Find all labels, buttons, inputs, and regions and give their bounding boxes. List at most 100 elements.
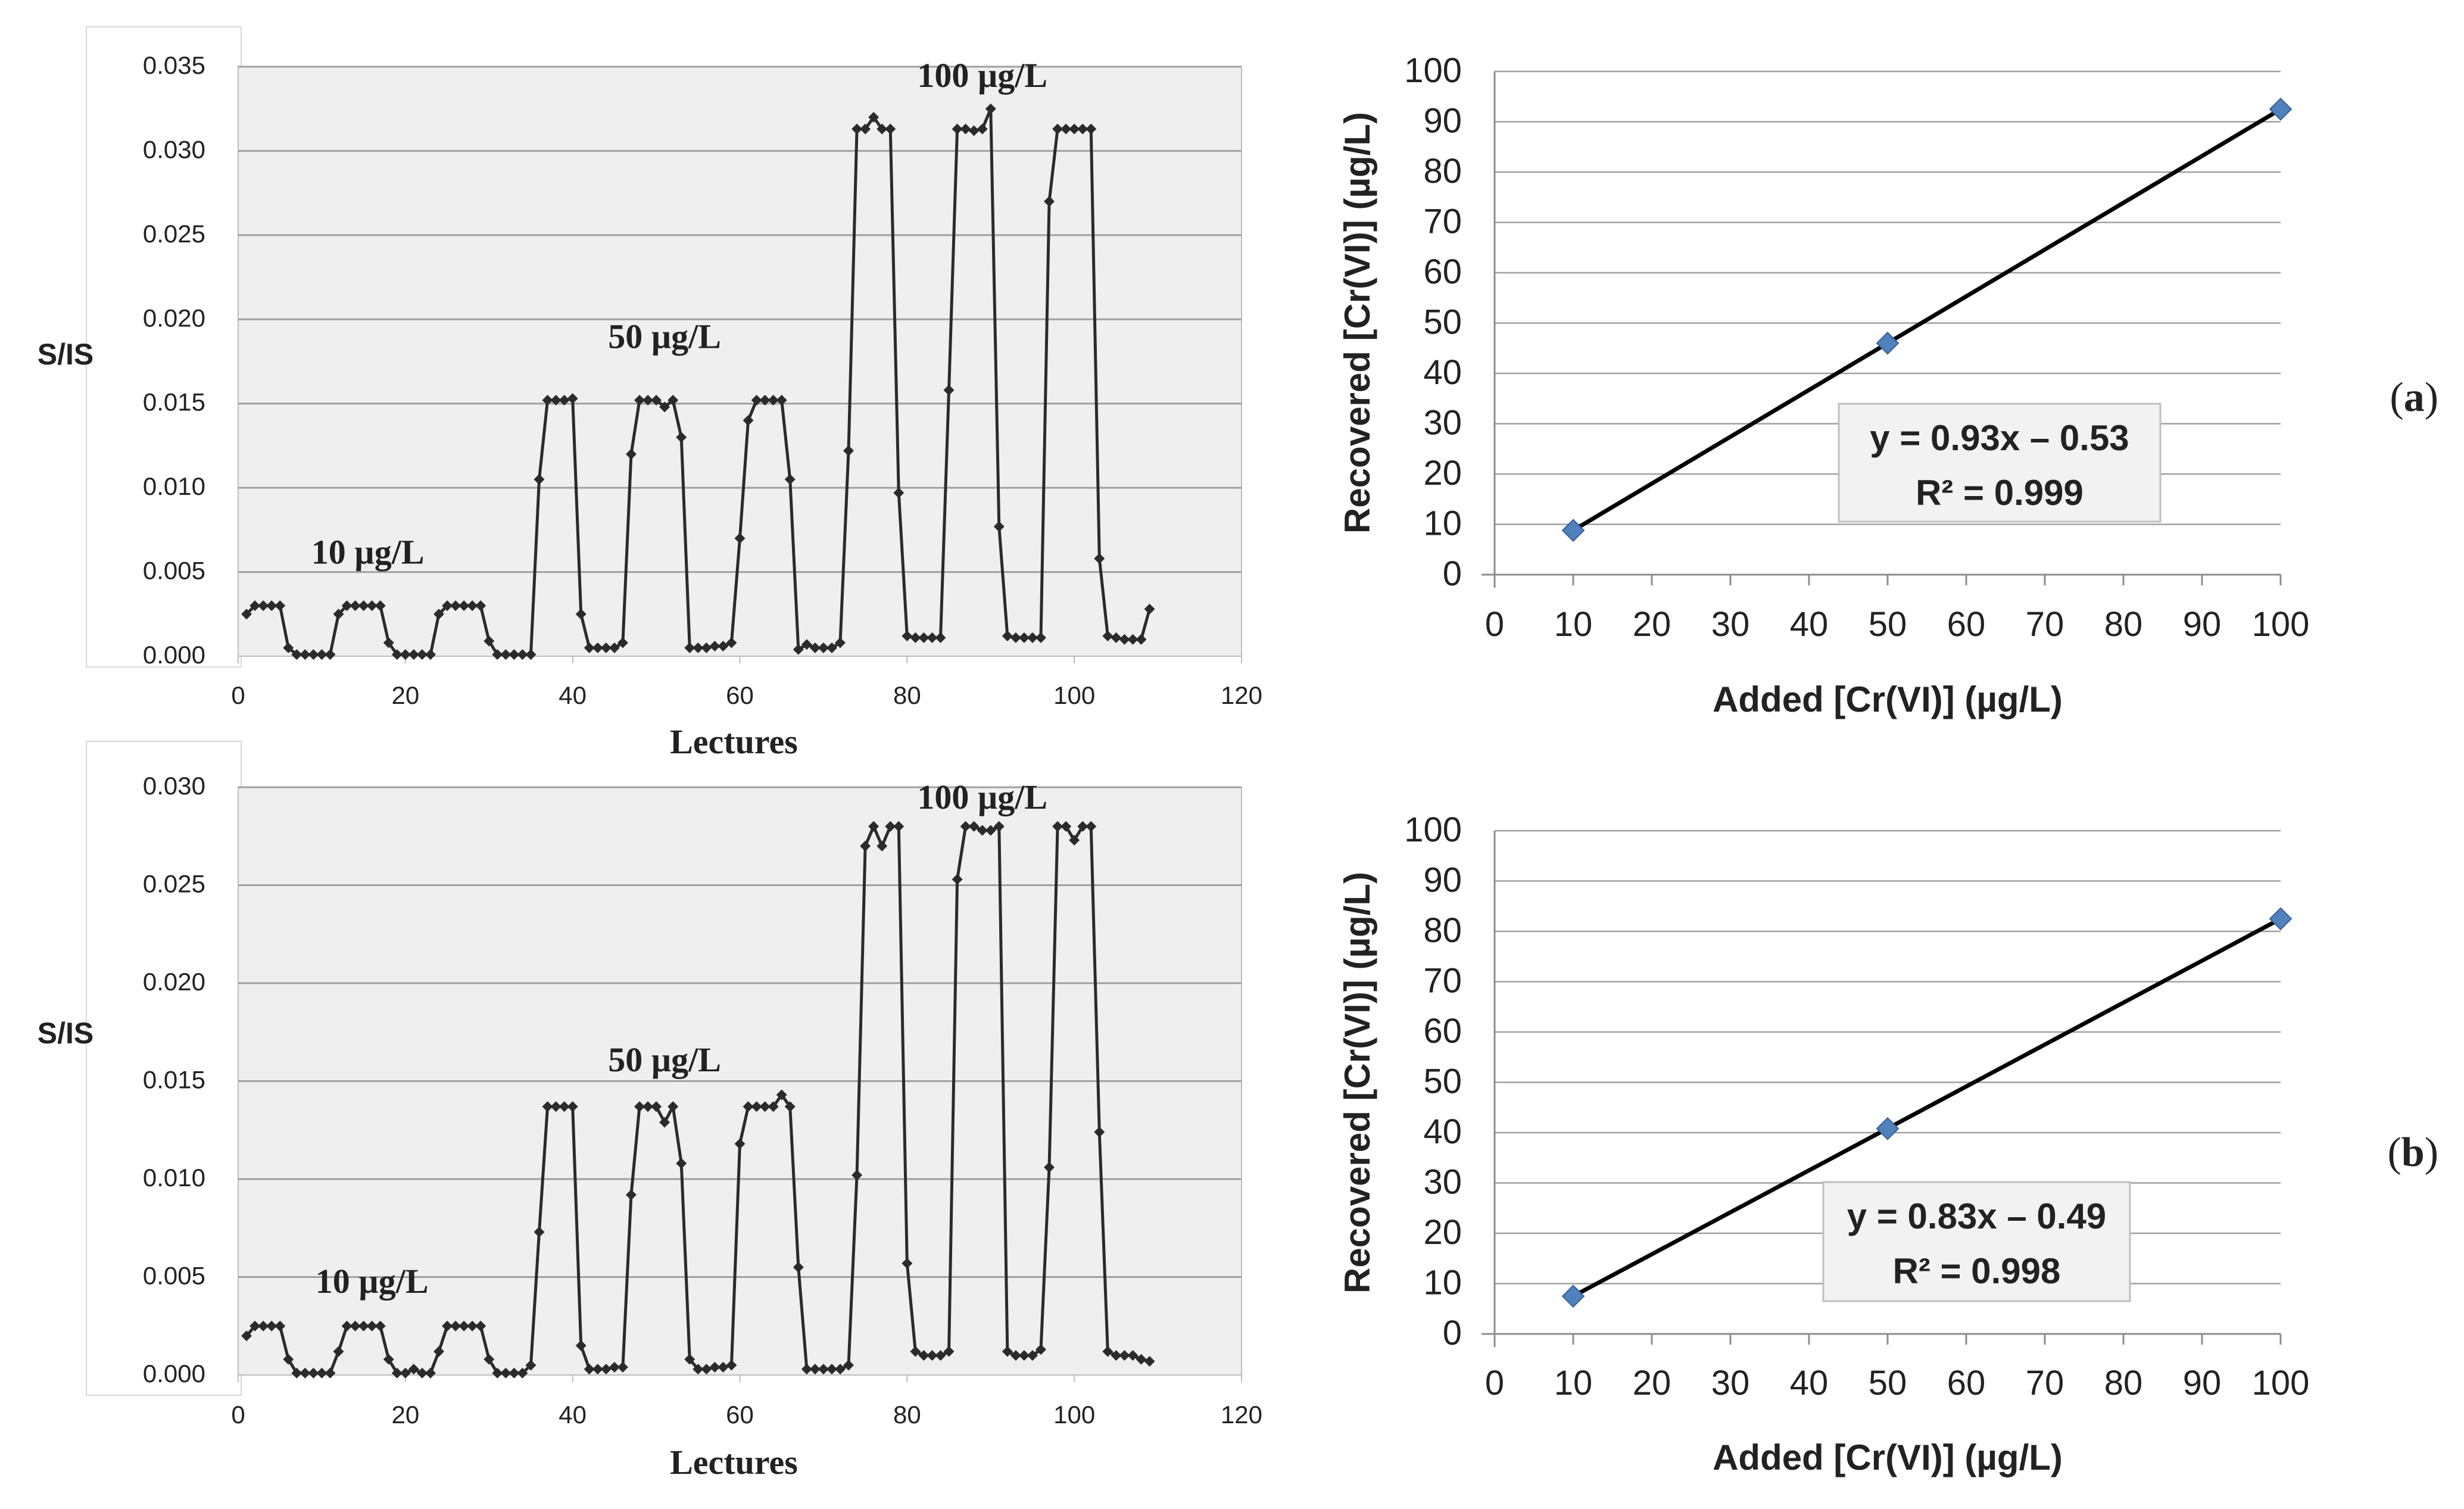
- y-tick-label: 100: [1404, 51, 1462, 90]
- data-point: [559, 395, 570, 406]
- data-point: [701, 1364, 712, 1375]
- data-point: [801, 1364, 812, 1375]
- data-point: [525, 649, 537, 660]
- data-point: [826, 1364, 837, 1375]
- data-point: [910, 1346, 921, 1357]
- data-point: [835, 637, 846, 649]
- data-point: [249, 1320, 261, 1332]
- y-tick-label: 0.020: [143, 304, 205, 332]
- y-tick-label: 80: [1423, 152, 1462, 191]
- data-point: [776, 395, 787, 406]
- y-tick-label: 10: [1423, 1264, 1462, 1302]
- annotation-label: 100 µg/L: [917, 56, 1047, 95]
- data-point: [751, 1101, 762, 1112]
- data-point: [575, 609, 587, 620]
- data-point: [475, 600, 486, 612]
- data-point: [843, 445, 854, 456]
- data-point: [943, 1346, 955, 1357]
- x-tick-label: 60: [726, 1401, 754, 1429]
- data-point: [1144, 1355, 1155, 1367]
- data-point: [542, 1101, 553, 1112]
- data-point: [467, 1320, 478, 1332]
- data-point: [275, 600, 286, 612]
- data-point: [918, 1350, 930, 1361]
- data-point: [726, 637, 737, 649]
- data-point: [1086, 123, 1097, 135]
- data-point: [768, 395, 779, 406]
- data-point: [668, 1101, 679, 1112]
- panel-label-close: ): [2425, 375, 2438, 420]
- data-point: [617, 1361, 628, 1373]
- data-point: [818, 1364, 829, 1375]
- data-point: [877, 123, 888, 135]
- data-point: [960, 821, 971, 832]
- data-point: [718, 1361, 729, 1373]
- data-point: [1061, 123, 1072, 135]
- data-point: [291, 1367, 302, 1379]
- y-tick-label: 70: [1423, 962, 1462, 1000]
- data-point: [584, 1364, 595, 1375]
- data-point: [366, 600, 378, 612]
- data-point: [985, 103, 996, 114]
- data-point: [1077, 123, 1088, 135]
- chart-a-left: 0.000 0.005 0.010 0.015 0.020 0.025 0.030 0.035…: [38, 26, 1262, 761]
- y-tick-label: 50: [1423, 303, 1462, 342]
- data-point: [634, 1101, 645, 1112]
- data-point: [550, 395, 562, 406]
- regression-equation: y = 0.93x – 0.53: [1870, 418, 2129, 458]
- data-point: [1876, 331, 1900, 355]
- y-tick-label: 0.005: [143, 1262, 205, 1290]
- data-point: [793, 644, 804, 655]
- x-tick-label: 10: [1554, 1364, 1593, 1402]
- data-point: [509, 1367, 520, 1379]
- x-tick-label: 0: [1485, 1364, 1504, 1402]
- y-tick-label: 90: [1423, 102, 1462, 141]
- x-tick-label: 40: [1790, 1364, 1829, 1402]
- data-point: [1561, 519, 1585, 543]
- x-tick-label: 0: [231, 681, 245, 709]
- data-point: [316, 649, 328, 660]
- y-tick-label: 40: [1423, 353, 1462, 392]
- x-tick-label: 60: [1947, 605, 1986, 644]
- data-point: [943, 385, 955, 396]
- data-point: [484, 635, 495, 647]
- data-point: [450, 1320, 461, 1332]
- data-point: [993, 821, 1005, 832]
- data-point: [341, 1320, 353, 1332]
- data-point: [709, 1361, 721, 1373]
- data-point: [860, 840, 871, 852]
- x-tick-label: 0: [1485, 605, 1504, 644]
- data-point: [952, 123, 963, 135]
- x-tick-label: 30: [1711, 605, 1750, 644]
- data-point: [1002, 631, 1013, 642]
- data-point: [684, 1354, 695, 1365]
- data-point: [609, 642, 620, 653]
- data-point: [333, 609, 344, 620]
- x-tick-label: 100: [1053, 1401, 1095, 1429]
- data-point: [592, 642, 603, 653]
- x-tick-label: 20: [1633, 1364, 1671, 1402]
- data-point: [308, 1367, 319, 1379]
- y-tick-label: 0.025: [143, 220, 205, 248]
- data-point: [408, 1364, 419, 1375]
- data-point: [1061, 821, 1072, 832]
- x-tick-label: 20: [1633, 605, 1671, 644]
- data-point: [1010, 632, 1021, 643]
- y-axis-title: S/IS: [38, 338, 93, 371]
- data-point: [1018, 1350, 1030, 1361]
- data-point: [542, 395, 553, 406]
- data-point: [1069, 123, 1080, 135]
- data-point: [927, 1350, 938, 1361]
- data-point: [241, 1330, 252, 1342]
- annotation-label: 10 µg/L: [316, 1262, 429, 1301]
- data-point: [927, 632, 938, 643]
- data-point: [600, 1364, 612, 1375]
- data-point: [266, 600, 277, 612]
- data-point: [617, 637, 628, 649]
- x-tick-label: 20: [391, 681, 419, 709]
- panel-label-letter: a: [2404, 375, 2425, 420]
- data-point: [425, 649, 436, 660]
- data-point: [625, 448, 637, 460]
- data-point: [509, 649, 520, 660]
- y-tick-label: 0.005: [143, 557, 205, 585]
